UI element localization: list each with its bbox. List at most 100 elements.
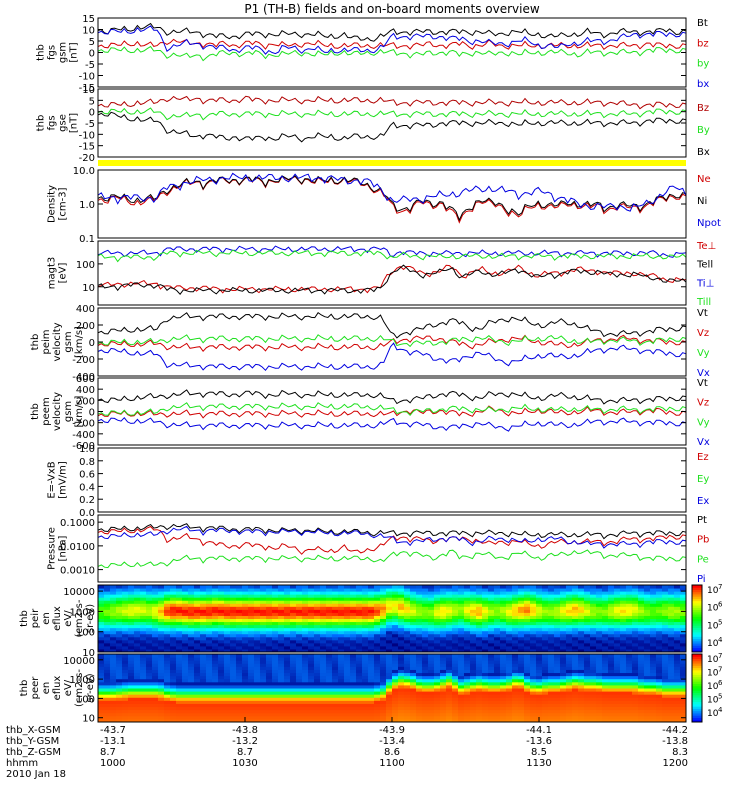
spectrogram-cell <box>494 691 501 695</box>
spectrogram-cell <box>254 618 261 623</box>
spectrogram-cell <box>662 666 669 670</box>
spectrogram-cell <box>188 609 195 613</box>
spectrogram-cell <box>590 718 597 723</box>
spectrogram-cell <box>620 645 627 650</box>
spectrogram-cell <box>164 606 171 610</box>
spectrogram-cell <box>638 706 645 711</box>
spectrogram-cell <box>248 597 255 601</box>
spectrogram-cell <box>446 660 453 664</box>
spectrogram-cell <box>296 600 303 604</box>
spectrogram-cell <box>254 678 261 683</box>
spectrogram-cell <box>194 600 201 604</box>
spectrogram-cell <box>158 660 165 664</box>
spectrogram-cell <box>518 663 525 667</box>
spectrogram-cell <box>320 657 327 661</box>
spectrogram-cell <box>272 588 279 592</box>
spectrogram-cell <box>566 718 573 723</box>
spectrogram-cell <box>548 597 555 601</box>
spectrogram-cell <box>284 612 291 616</box>
spectrogram-cell <box>620 712 627 717</box>
spectrogram-cell <box>308 627 315 632</box>
spectrogram-cell <box>650 615 657 619</box>
spectrogram-cell <box>98 627 105 632</box>
series-Vx-line <box>97 417 687 432</box>
spectrogram-cell <box>254 657 261 661</box>
spectrogram-cell <box>440 648 447 653</box>
spectrogram-cell <box>668 585 675 589</box>
spectrogram-cell <box>500 606 507 610</box>
spectrogram-cell <box>560 700 567 704</box>
spectrogram-cell <box>296 712 303 717</box>
spectrogram-cell <box>554 600 561 604</box>
spectrogram-cell <box>422 691 429 695</box>
spectrogram-cell <box>440 681 447 686</box>
spectrogram-cell <box>620 597 627 601</box>
spectrogram-cell <box>440 585 447 589</box>
spectrogram-cell <box>434 591 441 595</box>
colorbar-step <box>692 616 702 619</box>
spectrogram-cell <box>164 615 171 619</box>
x-tick-label: -13.2 <box>232 736 258 747</box>
spectrogram-cell <box>338 718 345 723</box>
spectrogram-cell <box>554 648 561 653</box>
spectrogram-cell <box>218 585 225 589</box>
spectrogram-cell <box>668 609 675 613</box>
spectrogram-cell <box>152 657 159 661</box>
spectrogram-cell <box>224 597 231 601</box>
spectrogram-cell <box>560 615 567 619</box>
spectrogram-cell <box>470 639 477 644</box>
spectrogram-cell <box>392 639 399 644</box>
spectrogram-cell <box>368 603 375 607</box>
spectrogram-cell <box>458 624 465 629</box>
spectrogram-cell <box>608 645 615 650</box>
spectrogram-cell <box>422 597 429 601</box>
spectrogram-cell <box>248 624 255 629</box>
spectrogram-cell <box>566 594 573 598</box>
spectrogram-cell <box>212 624 219 629</box>
spectrogram-cell <box>146 681 153 686</box>
spectrogram-cell <box>230 672 237 677</box>
spectrogram-cell <box>548 606 555 610</box>
spectrogram-cell <box>290 709 297 714</box>
spectrogram-cell <box>470 600 477 604</box>
spectrogram-cell <box>170 645 177 650</box>
spectrogram-cell <box>578 703 585 708</box>
spectrogram-cell <box>578 639 585 644</box>
spectrogram-cell <box>368 663 375 667</box>
spectrogram-cell <box>248 678 255 683</box>
spectrogram-cell <box>380 633 387 638</box>
spectrogram-cell <box>662 657 669 661</box>
spectrogram-cell <box>578 715 585 720</box>
spectrogram-cell <box>302 666 309 670</box>
spectrogram-cell <box>410 681 417 686</box>
spectrogram-cell <box>332 681 339 686</box>
y-tick-label: 10 <box>82 283 95 294</box>
spectrogram-cell <box>470 627 477 632</box>
spectrogram-cell <box>182 672 189 677</box>
spectrogram-cell <box>320 588 327 592</box>
spectrogram-cell <box>338 715 345 720</box>
spectrogram-cell <box>194 715 201 720</box>
spectrogram-cell <box>200 660 207 664</box>
spectrogram-cell <box>452 672 459 677</box>
spectrogram-cell <box>308 669 315 674</box>
spectrogram-cell <box>530 709 537 714</box>
spectrogram-cell <box>104 694 111 698</box>
spectrogram-cell <box>476 715 483 720</box>
spectrogram-cell <box>284 654 291 658</box>
spectrogram-cell <box>404 627 411 632</box>
spectrogram-cell <box>560 585 567 589</box>
spectrogram-cell <box>572 627 579 632</box>
spectrogram-cell <box>146 688 153 692</box>
spectrogram-cell <box>116 712 123 717</box>
spectrogram-cell <box>518 694 525 698</box>
spectrogram-cell <box>500 618 507 623</box>
spectrogram-cell <box>134 600 141 604</box>
spectrogram-cell <box>212 597 219 601</box>
spectrogram-cell <box>596 603 603 607</box>
spectrogram-cell <box>548 591 555 595</box>
spectrogram-cell <box>392 709 399 714</box>
spectrogram-cell <box>176 642 183 647</box>
spectrogram-cell <box>380 684 387 689</box>
spectrogram-cell <box>344 600 351 604</box>
